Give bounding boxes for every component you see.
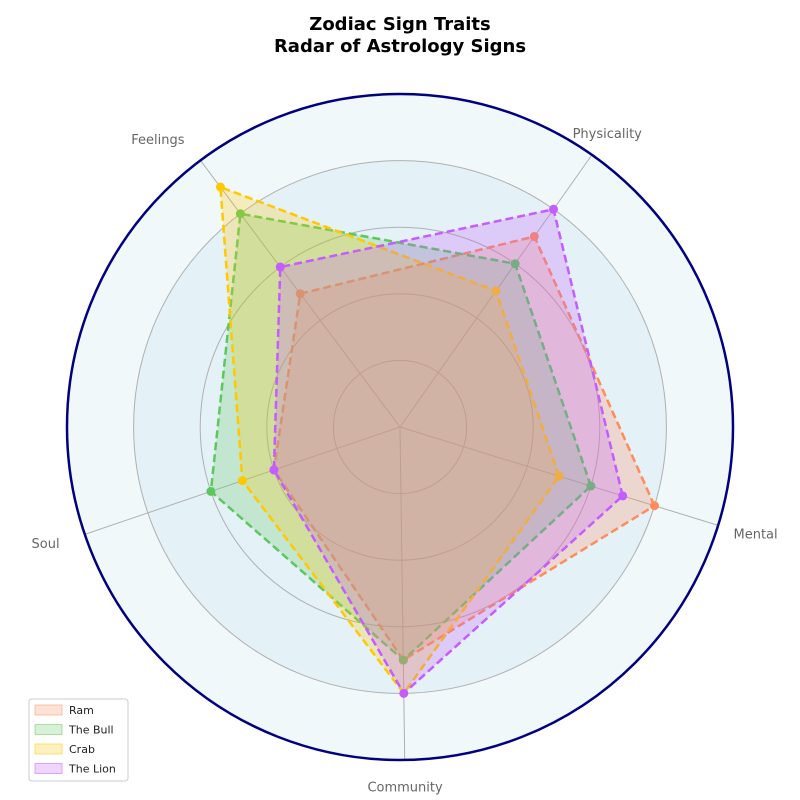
series-1-point-0 (586, 481, 596, 491)
chart-title-line1: Zodiac Sign Traits (309, 14, 490, 35)
series-0-point-2 (295, 289, 305, 299)
series-area-3 (273, 209, 623, 694)
series-3-point-4 (399, 688, 409, 698)
legend-swatch-0 (34, 704, 63, 716)
grid-ring-4 (266, 293, 534, 561)
series-2-point-0 (554, 471, 564, 481)
legend-label-0: Ram (69, 704, 94, 717)
series-0-point-1 (529, 231, 539, 241)
axis-label-mental: Mental (734, 527, 778, 542)
series-area-1 (210, 213, 591, 661)
legend-swatch-3 (34, 763, 63, 774)
series-area-0 (273, 236, 655, 661)
legend-label-2: Crab (69, 743, 95, 756)
series-2-point-1 (491, 286, 501, 296)
legend-swatch-2 (34, 743, 63, 755)
axis-labels: Mental Physicality Feelings Soul Community (32, 127, 778, 796)
radar-outer-border (65, 92, 735, 762)
series-2-point-3 (237, 476, 247, 486)
series-1-point-1 (510, 259, 520, 269)
legend: Ram The Bull Crab The Lion (28, 698, 129, 782)
series-line-2 (219, 185, 561, 696)
axis-label-physicality: Physicality (573, 127, 643, 142)
series-1-point-3 (206, 486, 216, 496)
axis-label-feelings: Feelings (131, 133, 184, 148)
axis-label-community: Community (367, 781, 443, 796)
series-line-1 (209, 212, 593, 662)
series-1-point-2 (235, 209, 245, 219)
series-area-2 (220, 187, 560, 694)
radar-series (206, 182, 660, 698)
series-3 (269, 204, 628, 698)
legend-box (28, 698, 129, 782)
legend-label-1: The Bull (68, 724, 114, 737)
grid-ring-2 (332, 359, 468, 495)
legend-label-3: The Lion (68, 763, 116, 776)
series-2-point-2 (215, 182, 225, 192)
chart-title-line2: Radar of Astrology Signs (274, 36, 526, 57)
grid-spoke-4 (399, 426, 406, 760)
series-3-point-2 (275, 262, 285, 272)
grid-ring-6 (199, 226, 601, 628)
axis-label-soul: Soul (32, 537, 60, 552)
series-1-point-4 (398, 655, 408, 665)
series-3-point-0 (618, 491, 628, 501)
series-3-point-3 (269, 465, 279, 475)
series-line-3 (272, 207, 625, 696)
series-line-0 (272, 235, 657, 662)
series-0-point-0 (650, 501, 660, 511)
legend-swatch-1 (34, 724, 63, 735)
series-1 (206, 209, 596, 665)
series-3-point-1 (549, 204, 559, 214)
